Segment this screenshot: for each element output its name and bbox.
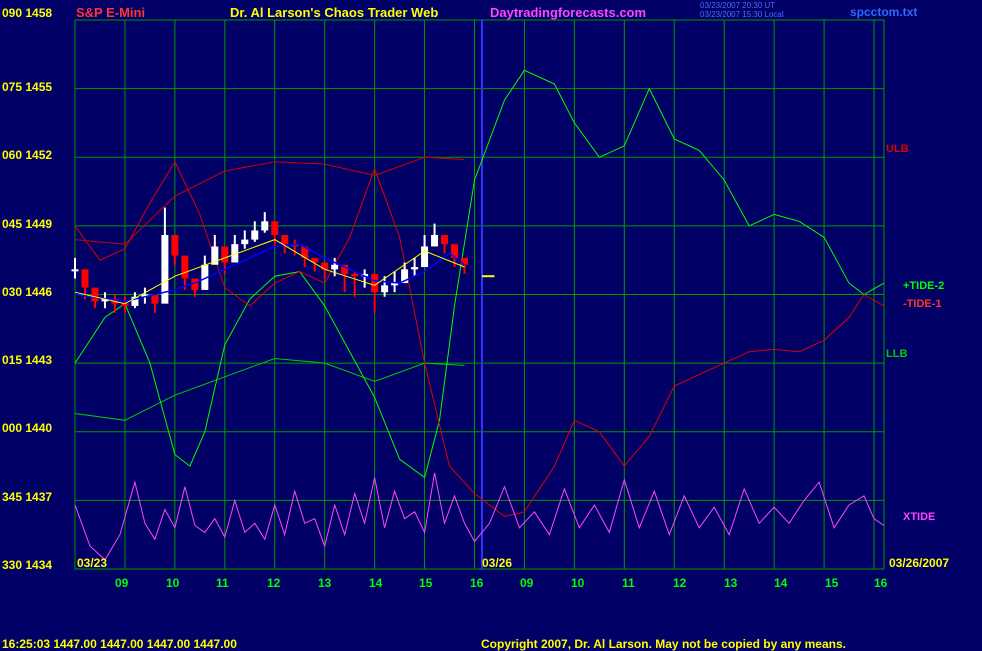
x-tick-label: 13 [318,576,332,590]
x-tick-label: 12 [673,576,687,590]
price-bar-body [121,303,129,306]
day2-date-label: 03/26 [482,556,513,570]
y-tick-label: 045 1449 [2,217,53,231]
last-quote: 16:25:03 1447.00 1447.00 1447.00 1447.00 [2,637,237,651]
series-line-llb [74,357,465,421]
date-line-ut: 03/23/2007 20:30 UT [700,1,776,10]
series-line-tide-1 [74,160,885,517]
x-tick-label: 09 [520,576,534,590]
x-tick-label: 10 [166,576,180,590]
day1-date-label: 03/23 [77,556,108,570]
x-tick-label: 16 [874,576,888,590]
x-tick-label: 15 [419,576,433,590]
y-tick-label: 000 1440 [2,421,53,435]
x-tick-label: 15 [825,576,839,590]
file-name: spcctom.txt [850,5,918,19]
price-bar-body [431,235,439,247]
instrument-title: S&P E-Mini [76,5,146,20]
y-tick-label: 330 1434 [2,558,53,572]
price-bar-body [301,246,309,258]
price-bar-body [361,273,369,277]
series-line-tide-2 [74,69,885,479]
x-tick-label: 10 [571,576,585,590]
price-bar-body [381,285,389,293]
price-bar-body [421,246,429,268]
moving-average-line [74,243,465,303]
price-bar-body [171,235,179,256]
price-bar-body [401,269,409,284]
site-link[interactable]: Daytradingforecasts.com [490,5,647,20]
y-tick-label: 015 1443 [2,353,53,367]
price-bar-body [221,246,229,263]
price-bar-body [261,221,269,231]
price-bar-body [71,269,79,272]
ulb-label: ULB [886,143,909,155]
y-tick-label: 090 1458 [2,6,53,20]
price-bar-body [331,264,339,270]
plot-area [71,69,885,561]
price-bar-body [211,246,219,265]
tide2-label: +TIDE-2 [903,280,945,292]
price-bar-body [151,294,159,304]
price-bar-body [251,230,259,240]
price-bar-body [461,257,469,265]
price-bar-body [341,264,349,274]
x-tick-label: 13 [724,576,738,590]
tide1-label: -TIDE-1 [903,298,942,310]
x-tick-label: 11 [216,576,229,590]
x-tick-label: 14 [774,576,788,590]
price-bar-body [241,239,249,245]
price-bar-body [201,264,209,290]
price-bar-body [91,287,99,302]
price-bar-body [131,296,139,306]
price-bar-body [391,283,399,286]
price-bar-body [311,257,319,263]
x-tick-label: 09 [115,576,129,590]
xtide-label: XTIDE [903,511,936,523]
price-bar-body [281,235,289,245]
end-date-label: 03/26/2007 [889,556,950,570]
price-bar-body [161,235,169,304]
llb-label: LLB [886,348,908,360]
yellow-average-line [74,239,465,305]
chart-title: Dr. Al Larson's Chaos Trader Web [230,5,439,20]
x-tick-label: 14 [369,576,383,590]
chart-grid [74,19,885,570]
x-tick-label: 11 [622,576,635,590]
price-bar-body [441,235,449,245]
series-line-xtide [74,472,885,561]
series-line-ulb [74,156,465,245]
price-bar-body [191,278,199,290]
y-tick-label: 030 1446 [2,285,53,299]
y-tick-label: 075 1455 [2,80,53,94]
price-bar-body [231,244,239,263]
y-tick-label: 060 1452 [2,148,53,162]
price-bar-body [271,221,279,236]
copyright: Copyright 2007, Dr. Al Larson. May not b… [481,637,846,651]
price-bar-body [351,273,359,277]
y-tick-label: 345 1437 [2,490,53,504]
price-bar-body [101,299,109,302]
price-bar-body [321,262,329,270]
price-bar-body [141,294,149,297]
date-line-local: 03/23/2007 15:30 Local [700,10,784,19]
price-bar-body [81,269,89,288]
x-tick-label: 16 [470,576,484,590]
x-tick-label: 12 [267,576,281,590]
price-bar-body [451,244,459,258]
price-bar-body [181,255,189,279]
price-bar-body [371,273,379,293]
price-bar-body [411,267,419,270]
